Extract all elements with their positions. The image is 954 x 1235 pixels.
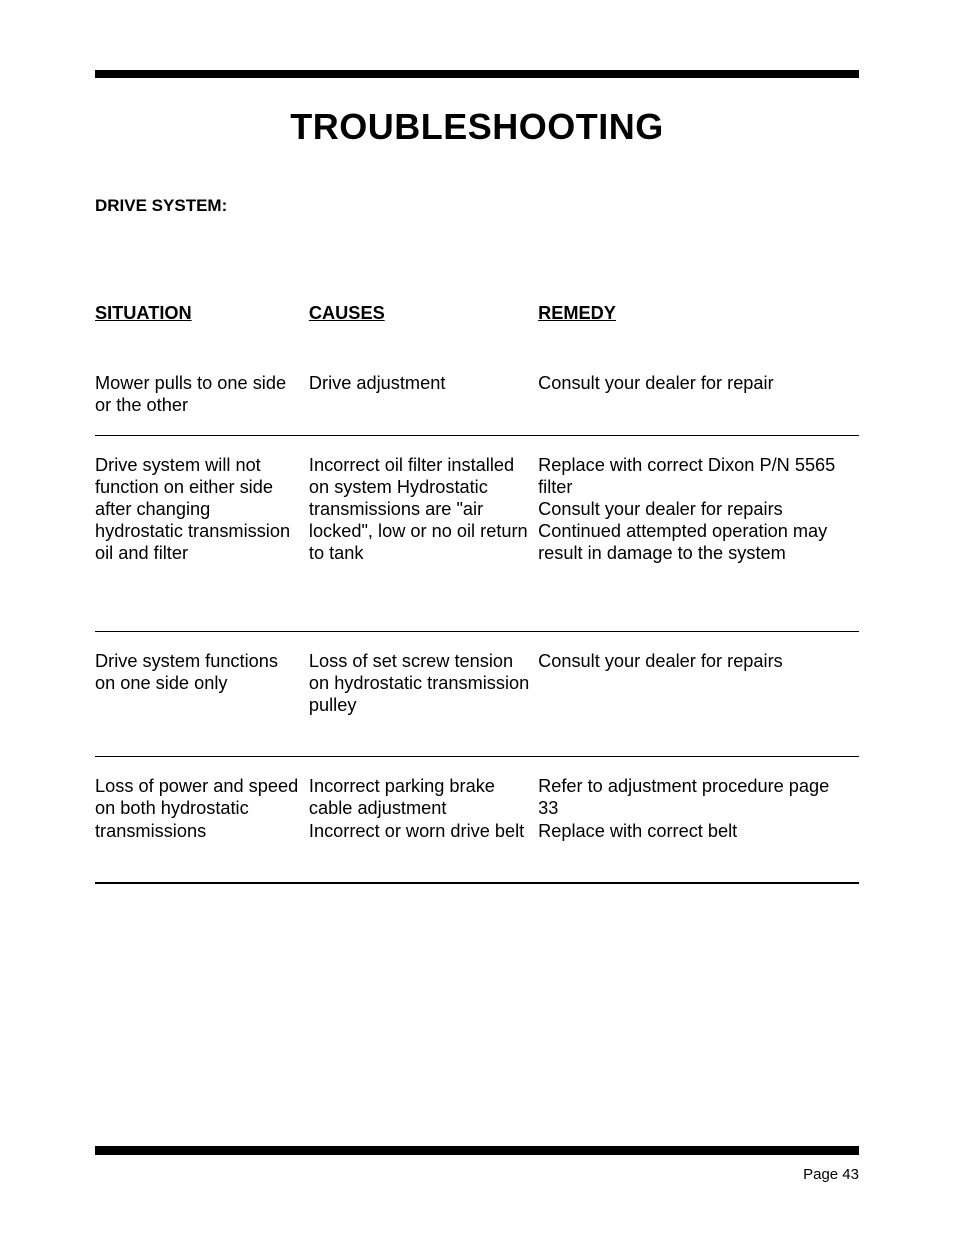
cell-remedy: Replace with correct Dixon P/N 5565 filt… bbox=[538, 435, 859, 631]
table-end-rule bbox=[95, 883, 859, 884]
table-row: Drive system functions on one side only … bbox=[95, 631, 859, 757]
table-row: Drive system will not function on either… bbox=[95, 435, 859, 631]
col-header-causes: CAUSES bbox=[309, 302, 538, 354]
troubleshooting-table: SITUATION CAUSES REMEDY Mower pulls to o… bbox=[95, 302, 859, 884]
cell-causes: Drive adjustment bbox=[309, 354, 538, 435]
col-header-situation: SITUATION bbox=[95, 302, 309, 354]
section-label: DRIVE SYSTEM: bbox=[95, 196, 859, 216]
col-header-remedy: REMEDY bbox=[538, 302, 859, 354]
page-number: Page 43 bbox=[803, 1166, 859, 1183]
cell-causes: Incorrect oil filter installed on system… bbox=[309, 435, 538, 631]
table-row: Mower pulls to one side or the other Dri… bbox=[95, 354, 859, 435]
table-header-row: SITUATION CAUSES REMEDY bbox=[95, 302, 859, 354]
cell-remedy: Consult your dealer for repair bbox=[538, 354, 859, 435]
cell-remedy: Refer to adjustment procedure page 33Rep… bbox=[538, 757, 859, 883]
page-title: TROUBLESHOOTING bbox=[95, 106, 859, 148]
cell-situation: Mower pulls to one side or the other bbox=[95, 354, 309, 435]
bottom-horizontal-rule bbox=[95, 1146, 859, 1155]
cell-causes: Incorrect parking brake cable adjustment… bbox=[309, 757, 538, 883]
cell-situation: Drive system will not function on either… bbox=[95, 435, 309, 631]
table-row: Loss of power and speed on both hydrosta… bbox=[95, 757, 859, 883]
page-container: TROUBLESHOOTING DRIVE SYSTEM: SITUATION … bbox=[0, 0, 954, 1235]
cell-causes: Loss of set screw tension on hydrostatic… bbox=[309, 631, 538, 757]
top-horizontal-rule bbox=[95, 70, 859, 78]
cell-situation: Loss of power and speed on both hydrosta… bbox=[95, 757, 309, 883]
cell-remedy: Consult your dealer for repairs bbox=[538, 631, 859, 757]
cell-situation: Drive system functions on one side only bbox=[95, 631, 309, 757]
